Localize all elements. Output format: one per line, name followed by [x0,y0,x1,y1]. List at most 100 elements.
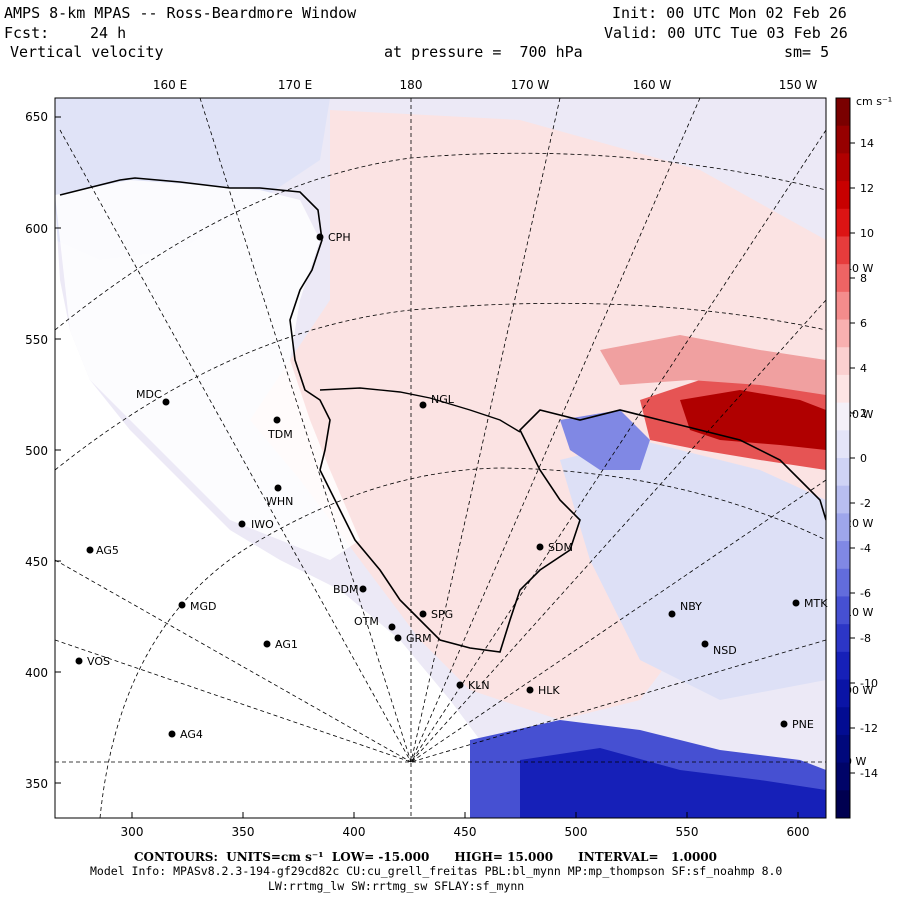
station-label: MTK [804,597,828,610]
pressure-level: at pressure = 700 hPa [384,43,583,61]
station-dot [456,681,464,689]
init-time: Init: 00 UTC Mon 02 Feb 26 [612,4,847,22]
valid-time: Valid: 00 UTC Tue 03 Feb 26 [604,24,848,42]
station-dot [263,640,271,648]
station-dot [394,634,402,642]
negative-velocity-area-east [560,440,826,700]
lon-tick-label: 170 W [511,78,550,92]
smoothing-value: sm= 5 [784,43,830,61]
station-label: HLK [538,684,560,697]
station-label: NSD [713,644,737,657]
graticule [55,98,826,818]
plot-frame [54,97,827,819]
station-label: MGD [190,600,217,613]
colorbar-label: -14 [860,767,878,780]
station-hlk: HLK [526,684,560,697]
station-dot [168,730,176,738]
colorbar-segment [836,624,850,653]
x-tick-marks [131,812,799,818]
station-dot [536,543,544,551]
colorbar-segment [836,319,850,348]
colorbar-segment [836,208,850,237]
station-dot [162,398,170,406]
station-kln: KLN [456,679,490,692]
station-ag1: AG1 [263,638,298,651]
colorbar-segment [836,541,850,570]
colorbar-segment [836,347,850,376]
y-tick-label: 600 [25,222,48,236]
colorbar-label: 6 [860,317,867,330]
station-dot [780,720,788,728]
station-mtk: MTK [792,597,828,610]
station-sdm: SDM [536,541,573,554]
x-axis-ticks: 300 350 400 450 500 550 600 [121,825,810,839]
station-dot [316,233,324,241]
colorbar-label: 10 [860,227,874,240]
station-dot [668,610,676,618]
station-label: VOS [87,655,110,668]
station-nsd: NSD [701,640,737,657]
updraft-edge [600,335,826,395]
land-mass [55,98,480,818]
station-ag4: AG4 [168,728,203,741]
colorbar-label: 2 [860,407,867,420]
y-axis-ticks: 650 600 550 500 450 400 350 [25,110,48,791]
colorbar-segment [836,651,850,681]
colorbar-segment [836,236,850,265]
lon-tick-label: 160 W [633,78,672,92]
ice-shelf-front [319,387,521,433]
colorbar-segment [836,125,850,154]
downdraft-middle [560,410,650,470]
station-label: NBY [680,600,702,613]
forecast-label: Fcst: [4,24,50,42]
station-dot [273,416,281,424]
station-dot [274,484,282,492]
lon-tick-label: 180 [400,78,423,92]
colorbar-segment [836,374,850,404]
land-mass-upper [55,180,360,560]
station-dot [792,599,800,607]
colorbar-segment [836,402,850,431]
x-tick-label: 550 [676,825,699,839]
station-dot [419,610,427,618]
colorbar-segment [836,707,850,736]
colorbar-segment [836,291,850,321]
x-tick-label: 600 [787,825,810,839]
colorbar-segment [836,153,850,182]
colorbar-segment [836,181,850,210]
x-tick-label: 350 [232,825,255,839]
station-label: PNE [792,718,814,731]
station-dot [75,657,83,665]
station-label: TDM [267,428,293,441]
colorbar-segment [836,790,850,819]
colorbar-label: -8 [860,632,871,645]
colorbar-segment [836,430,850,459]
colorbar-label: 14 [860,137,874,150]
colorbar-segment [836,264,850,293]
station-label: AG4 [180,728,203,741]
colorbar-units: cm s⁻¹ [856,95,892,108]
colorbar-segment [836,734,850,764]
station-grm: GRM [394,632,432,645]
y-tick-label: 550 [25,333,48,347]
colorbar-segment [836,568,850,597]
colorbar-label: -12 [860,722,878,735]
lon-tick-label: 170 E [278,78,312,92]
station-ngl: NGL [419,393,455,409]
station-dot [178,601,186,609]
lon-tick-label: 160 E [153,78,187,92]
colorbar [836,98,850,819]
y-tick-label: 650 [25,110,48,124]
station-label: MDC [136,388,162,401]
x-tick-label: 450 [454,825,477,839]
station-label: NGL [431,393,455,406]
colorbar-label: 4 [860,362,867,375]
station-nby: NBY [668,600,702,618]
colorbar-segment [836,679,850,708]
downdraft-core [520,748,826,818]
station-pne: PNE [780,718,814,731]
y-tick-label: 450 [25,555,48,569]
station-label: GRM [406,632,432,645]
station-dot [526,686,534,694]
